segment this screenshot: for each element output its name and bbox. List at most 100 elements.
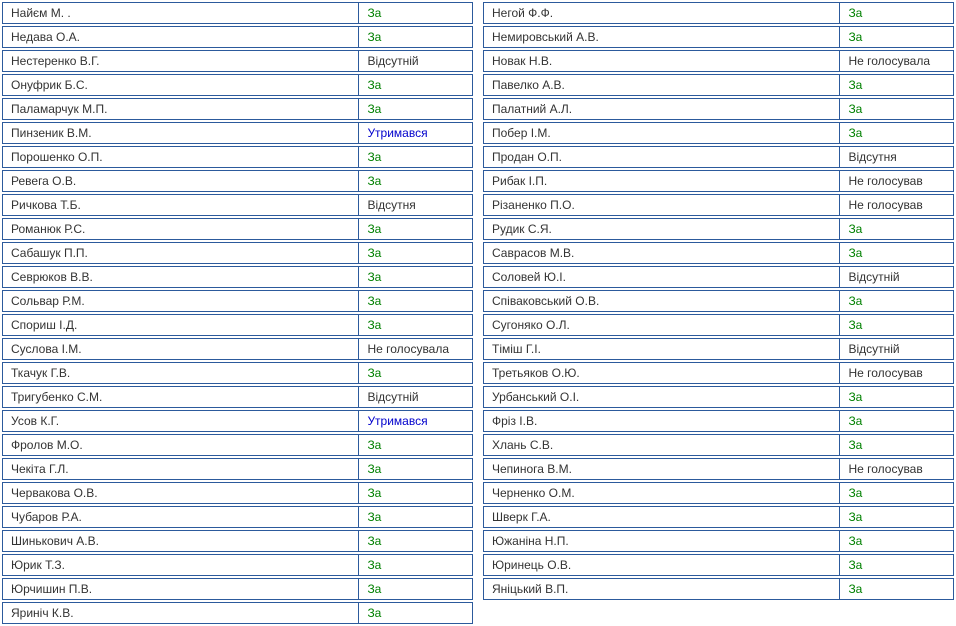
vote-row: Спориш І.Д.За bbox=[2, 314, 473, 336]
vote-value: За bbox=[840, 291, 953, 311]
deputy-name: Найєм М. . bbox=[3, 3, 359, 23]
vote-value: Не голосував bbox=[840, 459, 953, 479]
vote-row: Немировський А.В.За bbox=[483, 26, 954, 48]
deputy-name: Фролов М.О. bbox=[3, 435, 359, 455]
deputy-name: Хлань С.В. bbox=[484, 435, 840, 455]
vote-row: Сольвар Р.М.За bbox=[2, 290, 473, 312]
vote-value: За bbox=[359, 507, 472, 527]
vote-row: Сабашук П.П.За bbox=[2, 242, 473, 264]
vote-value: За bbox=[359, 315, 472, 335]
vote-row: Рибак І.П.Не голосував bbox=[483, 170, 954, 192]
deputy-name: Усов К.Г. bbox=[3, 411, 359, 431]
vote-row: Чубаров Р.А.За bbox=[2, 506, 473, 528]
deputy-name: Недава О.А. bbox=[3, 27, 359, 47]
vote-value: Не голосувала bbox=[359, 339, 472, 359]
vote-row: Чепинога В.М.Не голосував bbox=[483, 458, 954, 480]
vote-row: Черненко О.М.За bbox=[483, 482, 954, 504]
vote-row: Новак Н.В.Не голосувала bbox=[483, 50, 954, 72]
vote-row: Пинзеник В.М.Утримався bbox=[2, 122, 473, 144]
deputy-name: Чекіта Г.Л. bbox=[3, 459, 359, 479]
vote-row: Южаніна Н.П.За bbox=[483, 530, 954, 552]
vote-row: Юрчишин П.В.За bbox=[2, 578, 473, 600]
deputy-name: Фріз І.В. bbox=[484, 411, 840, 431]
deputy-name: Сугоняко О.Л. bbox=[484, 315, 840, 335]
vote-value: За bbox=[359, 483, 472, 503]
vote-row: Ревега О.В.За bbox=[2, 170, 473, 192]
vote-row: Шинькович А.В.За bbox=[2, 530, 473, 552]
vote-value: За bbox=[359, 27, 472, 47]
vote-row: Третьяков О.Ю.Не голосував bbox=[483, 362, 954, 384]
vote-value: Відсутній bbox=[359, 51, 472, 71]
vote-value: Відсутній bbox=[840, 339, 953, 359]
deputy-name: Продан О.П. bbox=[484, 147, 840, 167]
vote-row: Суслова І.М.Не голосувала bbox=[2, 338, 473, 360]
deputy-name: Пинзеник В.М. bbox=[3, 123, 359, 143]
vote-row: Негой Ф.Ф.За bbox=[483, 2, 954, 24]
vote-value: За bbox=[840, 27, 953, 47]
vote-value: Відсутня bbox=[840, 147, 953, 167]
vote-value: Не голосувала bbox=[840, 51, 953, 71]
vote-row: Червакова О.В.За bbox=[2, 482, 473, 504]
vote-value: За bbox=[840, 579, 953, 599]
deputy-name: Спориш І.Д. bbox=[3, 315, 359, 335]
vote-row: Тіміш Г.І.Відсутній bbox=[483, 338, 954, 360]
vote-row: Шверк Г.А.За bbox=[483, 506, 954, 528]
deputy-name: Немировський А.В. bbox=[484, 27, 840, 47]
deputy-name: Соловей Ю.І. bbox=[484, 267, 840, 287]
deputy-name: Юринець О.В. bbox=[484, 555, 840, 575]
vote-value: За bbox=[359, 267, 472, 287]
deputy-name: Сольвар Р.М. bbox=[3, 291, 359, 311]
vote-row: Співаковський О.В.За bbox=[483, 290, 954, 312]
deputy-name: Побер І.М. bbox=[484, 123, 840, 143]
vote-value: За bbox=[840, 531, 953, 551]
left-column: Найєм М. .ЗаНедава О.А.ЗаНестеренко В.Г.… bbox=[2, 2, 473, 624]
right-column: Негой Ф.Ф.ЗаНемировський А.В.ЗаНовак Н.В… bbox=[483, 2, 954, 624]
deputy-name: Чепинога В.М. bbox=[484, 459, 840, 479]
vote-row: Паламарчук М.П.За bbox=[2, 98, 473, 120]
deputy-name: Южаніна Н.П. bbox=[484, 531, 840, 551]
vote-row: Чекіта Г.Л.За bbox=[2, 458, 473, 480]
deputy-name: Онуфрик Б.С. bbox=[3, 75, 359, 95]
vote-value: За bbox=[359, 147, 472, 167]
deputy-name: Юрчишин П.В. bbox=[3, 579, 359, 599]
vote-value: За bbox=[359, 531, 472, 551]
vote-value: За bbox=[840, 3, 953, 23]
deputy-name: Юрик Т.З. bbox=[3, 555, 359, 575]
deputy-name: Суслова І.М. bbox=[3, 339, 359, 359]
vote-row: Саврасов М.В.За bbox=[483, 242, 954, 264]
vote-value: За bbox=[840, 75, 953, 95]
vote-row: Найєм М. .За bbox=[2, 2, 473, 24]
vote-value: За bbox=[840, 555, 953, 575]
vote-row: Павелко А.В.За bbox=[483, 74, 954, 96]
vote-row: Севрюков В.В.За bbox=[2, 266, 473, 288]
deputy-name: Третьяков О.Ю. bbox=[484, 363, 840, 383]
vote-row: Тригубенко С.М.Відсутній bbox=[2, 386, 473, 408]
vote-value: За bbox=[359, 459, 472, 479]
vote-value: За bbox=[840, 315, 953, 335]
deputy-name: Сабашук П.П. bbox=[3, 243, 359, 263]
vote-value: За bbox=[840, 483, 953, 503]
deputy-name: Шверк Г.А. bbox=[484, 507, 840, 527]
vote-value: За bbox=[359, 555, 472, 575]
deputy-name: Яніцький В.П. bbox=[484, 579, 840, 599]
deputy-name: Червакова О.В. bbox=[3, 483, 359, 503]
vote-row: Недава О.А.За bbox=[2, 26, 473, 48]
vote-row: Палатний А.Л.За bbox=[483, 98, 954, 120]
deputy-name: Шинькович А.В. bbox=[3, 531, 359, 551]
vote-value: За bbox=[359, 243, 472, 263]
vote-value: За bbox=[840, 123, 953, 143]
vote-value: Утримався bbox=[359, 411, 472, 431]
vote-value: За bbox=[359, 363, 472, 383]
deputy-name: Рудик С.Я. bbox=[484, 219, 840, 239]
vote-row: Яриніч К.В.За bbox=[2, 602, 473, 624]
deputy-name: Порошенко О.П. bbox=[3, 147, 359, 167]
vote-value: Відсутній bbox=[359, 387, 472, 407]
deputy-name: Новак Н.В. bbox=[484, 51, 840, 71]
voting-table: Найєм М. .ЗаНедава О.А.ЗаНестеренко В.Г.… bbox=[2, 2, 954, 624]
deputy-name: Романюк Р.С. bbox=[3, 219, 359, 239]
vote-value: Не голосував bbox=[840, 363, 953, 383]
vote-value: За bbox=[840, 387, 953, 407]
vote-value: За bbox=[840, 99, 953, 119]
vote-row: Продан О.П.Відсутня bbox=[483, 146, 954, 168]
vote-row: Сугоняко О.Л.За bbox=[483, 314, 954, 336]
